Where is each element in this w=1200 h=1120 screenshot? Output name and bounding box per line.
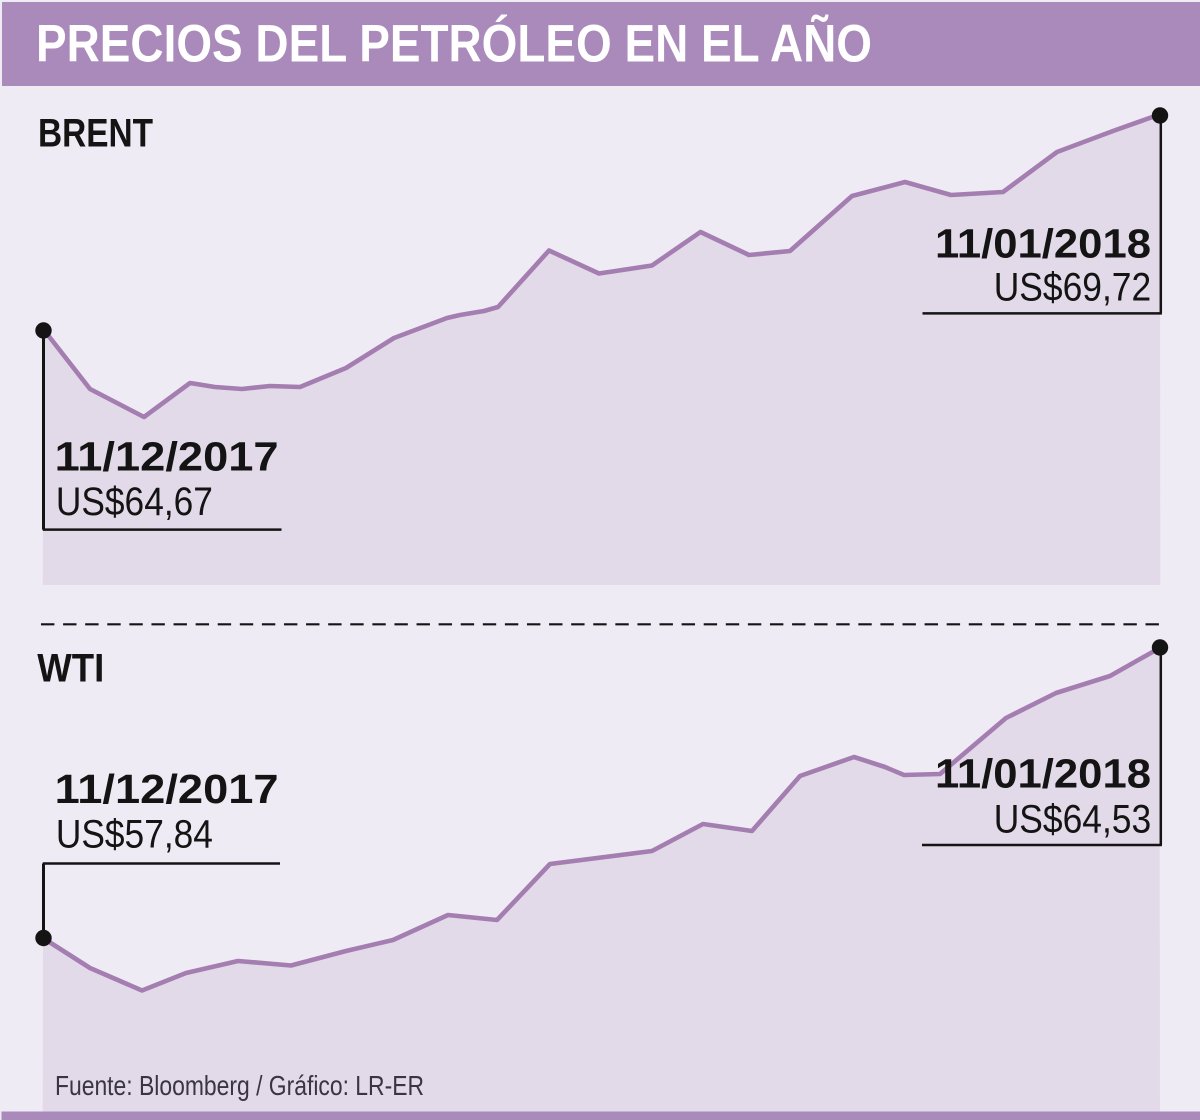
- svg-text:US$57,84: US$57,84: [56, 813, 213, 857]
- svg-text:11/01/2018: 11/01/2018: [935, 220, 1151, 266]
- svg-text:11/12/2017: 11/12/2017: [55, 433, 279, 479]
- svg-text:PRECIOS DEL PETRÓLEO EN EL AÑO: PRECIOS DEL PETRÓLEO EN EL AÑO: [36, 13, 872, 73]
- svg-text:Fuente: Bloomberg / Gráfico: L: Fuente: Bloomberg / Gráfico: LR-ER: [55, 1070, 424, 1101]
- svg-text:11/12/2017: 11/12/2017: [55, 766, 279, 812]
- svg-text:11/01/2018: 11/01/2018: [935, 751, 1151, 797]
- svg-text:WTI: WTI: [37, 647, 104, 691]
- svg-text:US$64,67: US$64,67: [56, 480, 213, 524]
- svg-text:US$69,72: US$69,72: [994, 266, 1152, 310]
- svg-text:BRENT: BRENT: [38, 111, 153, 155]
- svg-text:US$64,53: US$64,53: [994, 798, 1152, 842]
